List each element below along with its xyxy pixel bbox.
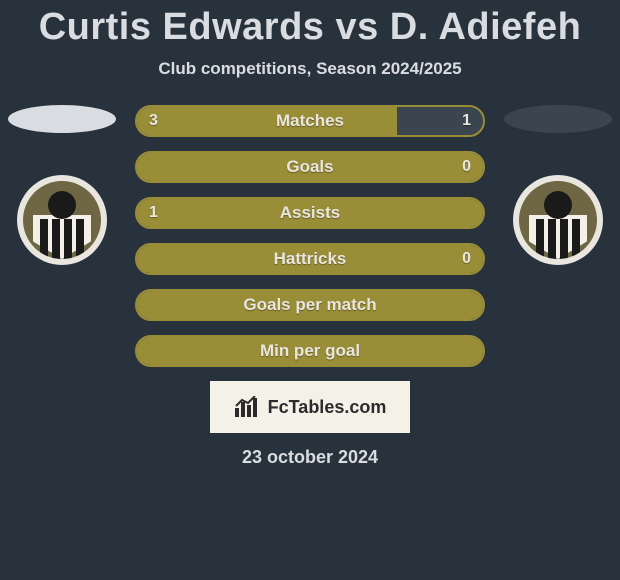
club-crest-left (17, 175, 107, 265)
bar-fill-left (137, 107, 397, 135)
stat-bar: 0 Hattricks (135, 243, 485, 275)
club-crest-right (513, 175, 603, 265)
stat-bar: 0 Goals (135, 151, 485, 183)
watermark: FcTables.com (210, 381, 410, 433)
bar-label: Min per goal (260, 341, 360, 361)
stat-bars: 3 1 Matches 0 Goals 1 Assists 0 Hattricks Goals p… (135, 105, 485, 367)
left-side (7, 105, 117, 265)
crest-icon (519, 181, 597, 259)
bar-label: Goals per match (243, 295, 376, 315)
chart-icon (234, 396, 260, 418)
date-label: 23 october 2024 (0, 447, 620, 468)
stat-bar: Goals per match (135, 289, 485, 321)
right-side (503, 105, 613, 265)
page-title: Curtis Edwards vs D. Adiefeh (0, 6, 620, 49)
stat-bar: 1 Assists (135, 197, 485, 229)
main-row: 3 1 Matches 0 Goals 1 Assists 0 Hattricks Goals p… (0, 105, 620, 367)
page-subtitle: Club competitions, Season 2024/2025 (0, 59, 620, 79)
bar-label: Matches (276, 111, 344, 131)
bar-value-left: 1 (149, 204, 158, 222)
bar-value-left: 3 (149, 112, 158, 130)
player-right-ellipse (504, 105, 612, 133)
bar-value-right: 0 (462, 158, 471, 176)
crest-icon (23, 181, 101, 259)
stat-bar: Min per goal (135, 335, 485, 367)
bar-value-right: 0 (462, 250, 471, 268)
comparison-widget: Curtis Edwards vs D. Adiefeh Club compet… (0, 0, 620, 468)
stat-bar: 3 1 Matches (135, 105, 485, 137)
player-left-ellipse (8, 105, 116, 133)
bar-label: Goals (286, 157, 333, 177)
bar-label: Hattricks (274, 249, 347, 269)
bar-value-right: 1 (462, 112, 471, 130)
bar-label: Assists (280, 203, 340, 223)
watermark-text: FcTables.com (268, 397, 387, 418)
